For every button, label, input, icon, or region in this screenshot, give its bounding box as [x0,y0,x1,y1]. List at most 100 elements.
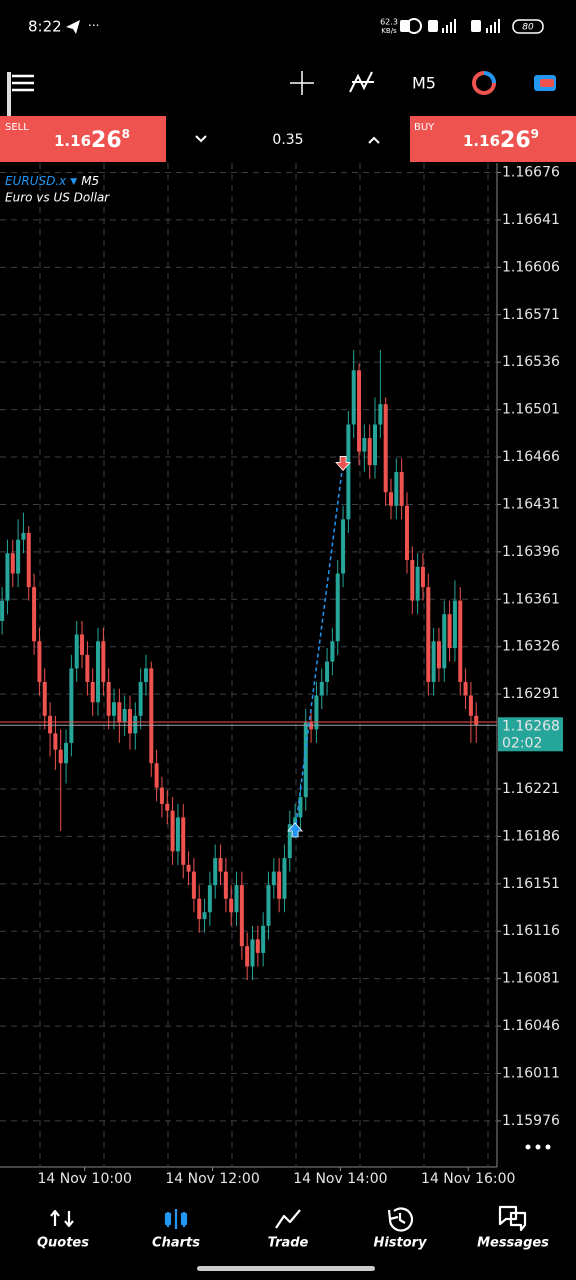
status-time: 8:22 [28,18,62,36]
candle-body [463,681,468,696]
candle-body [314,695,319,730]
candle-body [186,864,191,872]
nav-icon [498,1205,527,1232]
candle-body [42,681,47,716]
nav-label[interactable]: History [373,1236,427,1251]
nav: Quotes Charts Trade History Messages [37,1205,549,1251]
candle-body [111,702,116,716]
trade-link [294,462,344,832]
candle-body [122,709,127,723]
y-tick-label: 1.16501 [502,402,560,418]
candle-body [0,600,5,621]
candle-body [452,600,457,649]
y-tick-label: 1.16326 [502,639,560,655]
y-tick-label: 1.16081 [502,971,560,987]
candle-body [16,539,21,574]
candle-body [127,709,132,734]
candle-body [431,641,436,682]
nav-label[interactable]: Charts [152,1236,200,1251]
battery-level: 80 [522,23,534,33]
candle-body [64,742,69,764]
candle-body [218,858,223,872]
candle-body [367,438,372,466]
candle-body [271,871,276,886]
net-speed: 62.3 [380,18,398,27]
candle-body [207,885,212,913]
candle-body [319,681,324,696]
candle-body [5,553,10,601]
crosshair-button[interactable] [290,71,314,95]
candle-body [351,370,356,425]
candle-body [341,519,346,574]
nav-label[interactable]: Messages [477,1236,549,1251]
candle-body [458,600,463,682]
bid-label-box [498,717,563,752]
more-menu[interactable] [525,1144,551,1150]
candle-body [266,885,271,926]
candle-body [255,939,260,953]
countdown: 02:02 [502,735,542,751]
net-unit: KB/s [381,27,397,35]
candle-body [474,715,479,726]
sell-button[interactable] [0,116,166,162]
candle-body [373,424,378,466]
candle-body [378,404,383,425]
nav-label[interactable]: Quotes [37,1236,89,1251]
candle-body [330,641,335,662]
candle-body [309,722,314,730]
lot-increase[interactable] [368,136,380,144]
candle-body [138,681,143,716]
candle-body [143,668,148,682]
candle-body [410,559,415,601]
trade-arrow [335,456,351,472]
buy-button[interactable] [410,116,576,162]
lot-size[interactable]: 0.35 [272,132,303,148]
candle-body [106,681,111,716]
candle-body [261,925,266,953]
candle-body [436,641,441,669]
y-tick-label: 1.16011 [502,1066,560,1082]
buy-price: 1.16269 [463,127,539,154]
candle-body [447,614,452,649]
timeframe-button[interactable]: M5 [412,74,436,93]
chart: 1.16676 1.16641 1.16606 1.16571 1.16536 1.165… [0,163,563,1187]
y-tick-label: 1.16676 [502,164,560,180]
y-tick-label: 1.16116 [502,923,560,939]
nav-icon [50,1209,74,1228]
nav-icon [275,1209,301,1229]
candle-body [10,553,15,574]
candle-body [442,614,447,669]
bid-label: 1.16268 [502,718,560,734]
sell-price: 1.16268 [54,127,130,154]
candle-body [26,532,31,588]
y-tick-label: 1.16291 [502,686,560,702]
candle-body [165,803,170,811]
lot-decrease[interactable] [195,135,207,143]
price-tail: 8 [122,127,130,141]
candle-body [293,817,298,825]
scroll-indicator [7,72,11,156]
depth-button-accent [540,79,554,87]
y-tick-label: 1.16571 [502,307,560,323]
price-big: 26 [500,128,531,153]
indicators-button[interactable] [349,71,374,93]
sell-label: SELL [5,122,29,133]
candle-body [101,641,106,682]
menu-button[interactable] [12,74,34,92]
candle-body [53,733,58,750]
candle-body [346,424,351,520]
candle-body [303,722,308,798]
symbol-arrow: ▼ [70,177,77,187]
battery-icon [512,19,544,34]
candle-body [213,858,218,886]
y-tick-label: 1.16046 [502,1018,560,1034]
candle-body [170,810,175,852]
candle-body [420,566,425,588]
y-tick-label: 1.16431 [502,496,560,512]
candle-body [357,370,362,452]
candle-body [85,654,90,682]
candle-body [287,824,292,859]
nav-label[interactable]: Trade [268,1236,309,1251]
nav-icon [387,1207,414,1232]
